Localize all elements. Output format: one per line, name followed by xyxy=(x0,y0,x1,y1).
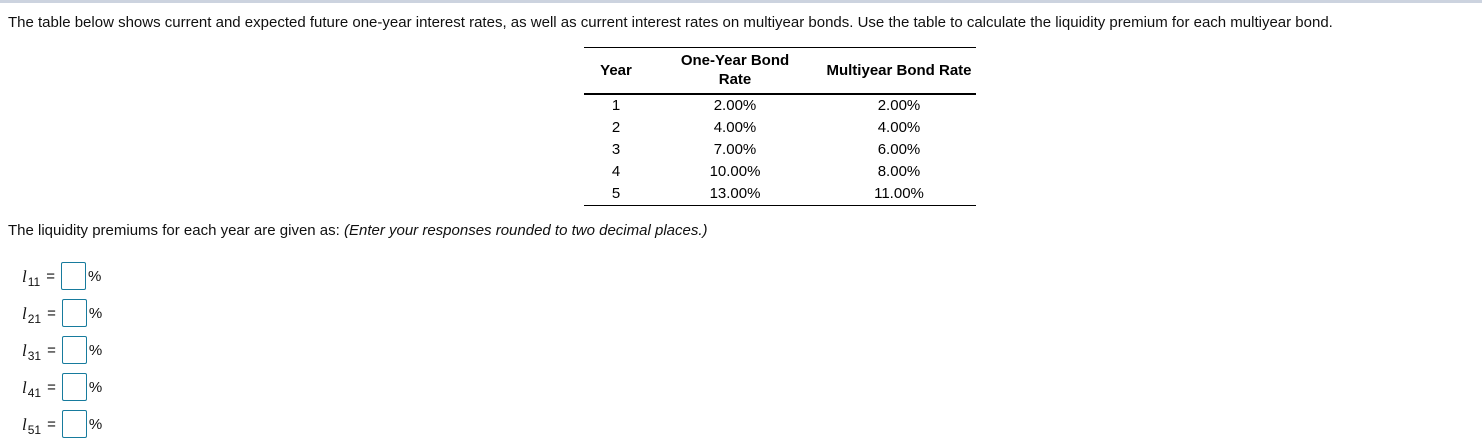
answer-input-l31[interactable] xyxy=(61,336,87,364)
liquidity-premium-symbol-l41: l41 xyxy=(22,377,42,400)
cell-one-year-rate: 7.00% xyxy=(713,141,757,158)
equals-sign: = xyxy=(46,267,55,285)
header-multiyear-bond-rate: Multiyear Bond Rate xyxy=(826,61,972,79)
equals-sign: = xyxy=(47,304,56,322)
interest-rates-table: Year One-Year Bond Rate Multiyear Bond R… xyxy=(584,47,976,206)
cell-multiyear-rate: 2.00% xyxy=(877,97,921,114)
cell-one-year-rate: 13.00% xyxy=(709,185,761,202)
top-divider-bar xyxy=(0,0,1482,3)
table-row: 5 13.00% 11.00% xyxy=(584,183,976,206)
prompt-text: The liquidity premiums for each year are… xyxy=(8,222,344,239)
cell-year: 5 xyxy=(611,185,621,202)
cell-multiyear-rate: 8.00% xyxy=(877,163,921,180)
equals-sign: = xyxy=(47,341,56,359)
answer-input-l41[interactable] xyxy=(61,373,87,401)
percent-sign: % xyxy=(88,415,103,433)
equals-sign: = xyxy=(47,378,56,396)
liquidity-premium-symbol-l51: l51 xyxy=(22,414,42,437)
percent-sign: % xyxy=(88,304,103,322)
answer-section: l11 = % l21 = % l31 = % l41 = % l51 = xyxy=(22,262,102,446)
liquidity-premium-symbol-l11: l11 xyxy=(22,266,41,289)
cell-multiyear-rate: 6.00% xyxy=(877,141,921,158)
answer-row-l21: l21 = % xyxy=(22,299,102,327)
equals-sign: = xyxy=(47,415,56,433)
cell-one-year-rate: 4.00% xyxy=(713,119,757,136)
cell-year: 4 xyxy=(611,163,621,180)
percent-sign: % xyxy=(88,341,103,359)
prompt-note-italic: (Enter your responses rounded to two dec… xyxy=(343,222,708,239)
table-row: 1 2.00% 2.00% xyxy=(584,94,976,117)
cell-year: 1 xyxy=(611,97,621,114)
header-one-year-bond-rate: One-Year Bond Rate xyxy=(680,52,790,88)
answer-input-l11[interactable] xyxy=(60,262,86,290)
answer-row-l11: l11 = % xyxy=(22,262,102,290)
answer-instructions: The liquidity premiums for each year are… xyxy=(8,221,708,241)
table-header-row: Year One-Year Bond Rate Multiyear Bond R… xyxy=(584,48,976,95)
answer-input-l51[interactable] xyxy=(61,410,87,438)
cell-year: 3 xyxy=(611,141,621,158)
table-row: 3 7.00% 6.00% xyxy=(584,139,976,161)
table-row: 2 4.00% 4.00% xyxy=(584,117,976,139)
cell-multiyear-rate: 11.00% xyxy=(874,185,924,202)
liquidity-premium-symbol-l21: l21 xyxy=(22,303,42,326)
answer-row-l31: l31 = % xyxy=(22,336,102,364)
answer-row-l51: l51 = % xyxy=(22,410,102,438)
header-year: Year xyxy=(600,61,632,79)
liquidity-premium-symbol-l31: l31 xyxy=(22,340,42,363)
cell-one-year-rate: 10.00% xyxy=(709,163,761,180)
cell-year: 2 xyxy=(611,119,621,136)
question-intro-text: The table below shows current and expect… xyxy=(8,14,1333,31)
table-row: 4 10.00% 8.00% xyxy=(584,161,976,183)
cell-multiyear-rate: 4.00% xyxy=(877,119,921,136)
percent-sign: % xyxy=(88,378,103,396)
answer-input-l21[interactable] xyxy=(61,299,87,327)
answer-row-l41: l41 = % xyxy=(22,373,102,401)
percent-sign: % xyxy=(87,267,102,285)
cell-one-year-rate: 2.00% xyxy=(713,97,757,114)
